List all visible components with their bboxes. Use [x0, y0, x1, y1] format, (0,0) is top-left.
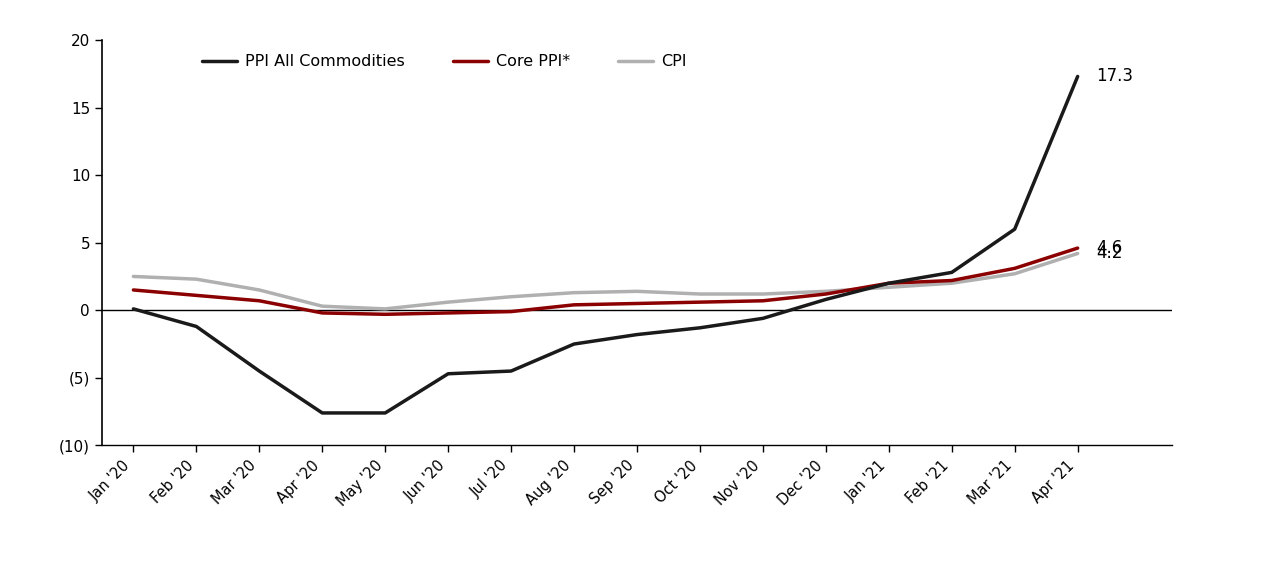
Core PPI*	[692, 299, 707, 305]
Text: 17.3: 17.3	[1097, 67, 1134, 86]
PPI All Commodities	[252, 368, 268, 375]
Core PPI*	[567, 301, 582, 308]
Core PPI*	[629, 300, 645, 307]
PPI All Commodities	[189, 323, 204, 330]
Text: 4.2: 4.2	[1097, 244, 1122, 263]
Core PPI*	[441, 309, 456, 316]
Core PPI*	[882, 280, 897, 287]
CPI	[1006, 270, 1022, 277]
Core PPI*	[126, 287, 141, 293]
Core PPI*	[315, 309, 330, 316]
Core PPI*	[252, 297, 268, 304]
CPI	[755, 291, 771, 297]
PPI All Commodities	[1006, 226, 1022, 232]
Core PPI*	[503, 308, 519, 315]
Legend: PPI All Commodities, Core PPI*, CPI: PPI All Commodities, Core PPI*, CPI	[195, 48, 693, 76]
Core PPI*	[944, 277, 959, 284]
Core PPI*	[755, 297, 771, 304]
PPI All Commodities	[692, 324, 707, 331]
CPI	[1070, 250, 1085, 257]
PPI All Commodities	[882, 280, 897, 287]
CPI	[629, 288, 645, 295]
Line: CPI: CPI	[134, 254, 1078, 309]
PPI All Commodities	[818, 296, 833, 303]
CPI	[882, 284, 897, 291]
CPI	[126, 273, 141, 280]
PPI All Commodities	[315, 409, 330, 416]
CPI	[944, 280, 959, 287]
Core PPI*	[189, 292, 204, 299]
CPI	[441, 299, 456, 305]
PPI All Commodities	[1070, 73, 1085, 80]
Line: PPI All Commodities: PPI All Commodities	[134, 77, 1078, 413]
CPI	[503, 293, 519, 300]
CPI	[252, 287, 268, 293]
PPI All Commodities	[377, 409, 392, 416]
PPI All Commodities	[567, 340, 582, 347]
Text: 4.6: 4.6	[1097, 239, 1122, 257]
CPI	[692, 291, 707, 297]
PPI All Commodities	[944, 269, 959, 276]
Line: Core PPI*: Core PPI*	[134, 248, 1078, 314]
PPI All Commodities	[441, 371, 456, 377]
PPI All Commodities	[126, 305, 141, 312]
CPI	[189, 276, 204, 283]
Core PPI*	[377, 311, 392, 317]
PPI All Commodities	[755, 315, 771, 322]
PPI All Commodities	[629, 331, 645, 338]
CPI	[818, 288, 833, 295]
Core PPI*	[818, 291, 833, 297]
Core PPI*	[1070, 244, 1085, 251]
Core PPI*	[1006, 265, 1022, 272]
CPI	[377, 305, 392, 312]
PPI All Commodities	[503, 368, 519, 375]
CPI	[567, 289, 582, 296]
CPI	[315, 303, 330, 309]
